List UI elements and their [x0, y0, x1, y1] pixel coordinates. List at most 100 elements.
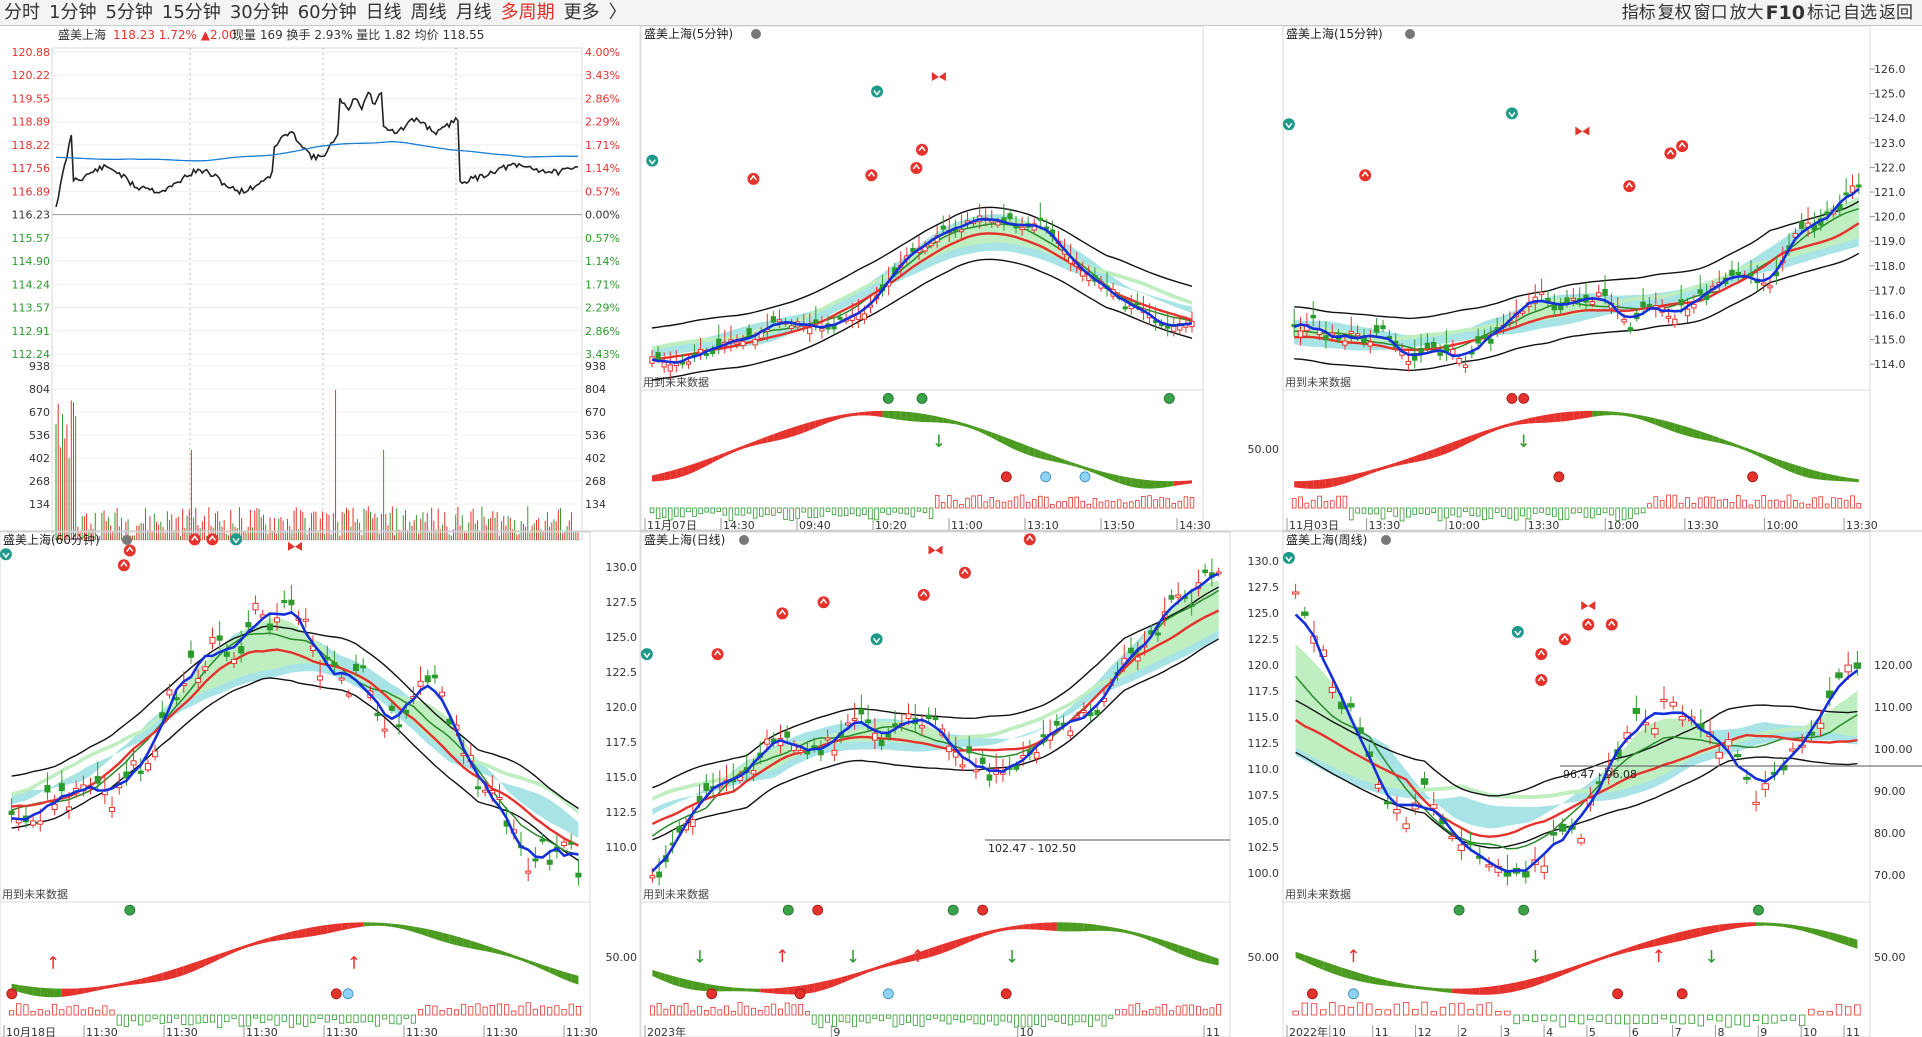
green-ball-icon	[124, 904, 136, 916]
period-tab-4[interactable]: 30分钟	[229, 2, 289, 23]
osc-ribbon	[1064, 459, 1071, 466]
osc-ribbon	[363, 922, 371, 927]
osc-ribbon	[1184, 947, 1192, 959]
osc-ribbon	[1746, 922, 1757, 927]
tool-button-7[interactable]: 返回	[1879, 3, 1913, 23]
osc-ribbon	[1369, 975, 1379, 985]
osc-ribbon	[730, 448, 737, 454]
tool-button-6[interactable]: 自选	[1843, 3, 1877, 23]
candle	[1456, 357, 1462, 364]
osc-ribbon	[779, 429, 786, 440]
green-ball-icon	[782, 904, 794, 916]
x-axis-label: 11:30	[486, 1026, 518, 1037]
osc-ribbon	[277, 933, 285, 941]
osc-bar	[959, 503, 964, 509]
tool-button-3[interactable]: 放大	[1729, 3, 1764, 23]
osc-ribbon	[894, 410, 901, 420]
candle	[331, 661, 338, 666]
period-tab-6[interactable]: 日线	[365, 2, 402, 23]
panel-title: 盛美上海(周线)	[1286, 532, 1367, 547]
y-axis-label: 125.0	[1248, 607, 1280, 620]
osc-bar	[238, 1014, 244, 1027]
candle	[1632, 708, 1641, 714]
osc-bar	[1688, 1014, 1695, 1024]
osc-ribbon	[355, 922, 364, 928]
tool-button-4[interactable]: F10	[1765, 2, 1805, 24]
osc-ribbon	[1323, 961, 1333, 974]
osc-bar	[1856, 503, 1862, 509]
candle	[266, 623, 273, 631]
buy-signal-mark-icon	[920, 590, 928, 597]
x-axis-label: 10:00	[1448, 519, 1480, 532]
osc-bar	[1752, 1014, 1760, 1021]
period-tab-9[interactable]: 多周期	[500, 2, 555, 23]
period-tab-2[interactable]: 5分钟	[105, 2, 153, 23]
osc-bar	[1596, 507, 1602, 516]
osc-ribbon	[1402, 458, 1409, 465]
period-tab-7[interactable]: 周线	[410, 2, 447, 23]
tool-button-2[interactable]: 窗口	[1693, 3, 1728, 23]
osc-bar	[1310, 1003, 1318, 1016]
osc-bar	[947, 495, 952, 509]
arrow-down-icon	[696, 950, 704, 964]
osc-bar	[1162, 1003, 1168, 1016]
osc-ribbon	[820, 980, 828, 991]
osc-bar	[1691, 503, 1697, 509]
candle	[1411, 352, 1418, 361]
osc-ribbon	[1662, 419, 1669, 430]
osc-ribbon	[1070, 922, 1078, 932]
tool-button-1[interactable]: 复权	[1657, 3, 1692, 23]
candle	[1715, 751, 1723, 759]
osc-ribbon	[1376, 466, 1383, 472]
tool-button-0[interactable]: 指标	[1621, 3, 1656, 23]
period-tab-1[interactable]: 1分钟	[49, 2, 97, 23]
tool-button-5[interactable]: 标记	[1807, 3, 1841, 23]
period-tab-5[interactable]: 60分钟	[297, 2, 357, 23]
arrow-up-icon	[778, 948, 786, 962]
y-axis-label: 117.5	[1248, 685, 1280, 698]
sell-signal-icon	[1505, 107, 1518, 120]
osc-ribbon	[870, 410, 877, 417]
y-axis-label: 122.5	[606, 666, 638, 679]
osc-bar	[1393, 507, 1398, 517]
buy-signal-icon	[1535, 674, 1548, 686]
butterfly-icon	[1581, 601, 1596, 610]
osc-bar	[1843, 499, 1849, 509]
osc-bar	[525, 1002, 531, 1016]
buy-signal-icon	[117, 559, 130, 572]
osc-ribbon	[147, 974, 156, 984]
osc-bar	[843, 507, 849, 517]
candle	[1824, 211, 1830, 215]
period-tab-10[interactable]: 更多	[563, 2, 600, 23]
osc-bar	[1380, 507, 1386, 520]
osc-bar	[288, 1014, 294, 1028]
osc-ribbon	[1050, 922, 1057, 932]
period-tab-11[interactable]: 〉	[608, 2, 627, 23]
cloud-band	[1295, 685, 1858, 829]
period-tab-3[interactable]: 15分钟	[161, 2, 221, 23]
osc-ribbon	[1757, 451, 1764, 459]
right-axis-label: 90.00	[1874, 785, 1906, 798]
sell-signal-icon	[1282, 551, 1295, 564]
osc-ribbon	[1446, 442, 1453, 454]
osc-bar	[37, 1009, 43, 1016]
osc-bar	[339, 1014, 345, 1024]
candle	[252, 602, 259, 611]
period-tab-8[interactable]: 月线	[455, 2, 492, 23]
red-ball-icon	[1518, 392, 1530, 404]
candle	[1856, 184, 1862, 188]
osc-bar	[690, 1010, 696, 1016]
candle	[8, 810, 15, 815]
x-axis-label: 11	[1846, 1026, 1860, 1037]
red-ball-icon	[1306, 988, 1318, 1000]
candle	[1033, 751, 1040, 759]
osc-bar	[1609, 507, 1614, 516]
osc-ribbon	[1198, 951, 1206, 963]
period-tab-0[interactable]: 分时	[4, 2, 40, 23]
osc-ribbon	[1617, 412, 1625, 416]
buy-signal-mark-icon	[1361, 170, 1369, 177]
arrow-up-icon	[1655, 948, 1663, 962]
osc-bar	[1743, 1014, 1751, 1027]
osc-ribbon	[571, 973, 579, 985]
